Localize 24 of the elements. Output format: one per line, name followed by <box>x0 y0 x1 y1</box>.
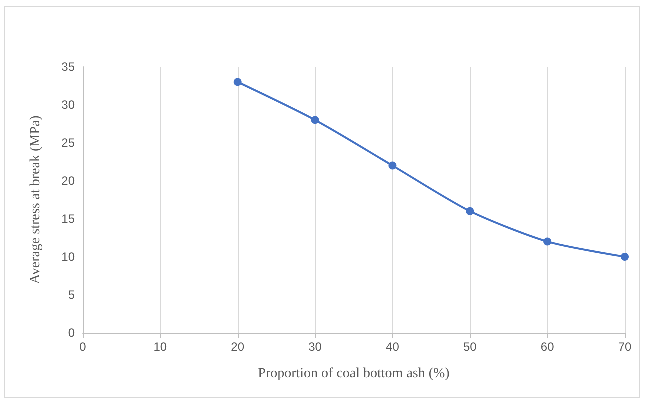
x-tick-label: 20 <box>231 340 245 354</box>
y-tick-label: 5 <box>68 288 76 302</box>
x-tick-label: 40 <box>386 340 400 354</box>
x-tick-label: 30 <box>308 340 322 354</box>
point <box>234 78 242 86</box>
x-axis-title: Proportion of coal bottom ash (%) <box>258 366 450 382</box>
y-tick-label: 15 <box>62 212 76 226</box>
x-tick-label: 60 <box>540 340 555 354</box>
y-tick-label: 25 <box>62 136 76 150</box>
point <box>466 207 474 216</box>
x-tick-label: 50 <box>463 340 478 354</box>
x-tick-label: 70 <box>618 340 632 354</box>
point <box>388 162 397 170</box>
point <box>544 238 552 246</box>
y-tick-label: 30 <box>62 98 76 112</box>
y-tick-label: 20 <box>62 174 76 188</box>
point <box>311 116 320 124</box>
y-axis-title: Average stress at break (MPa) <box>28 115 44 284</box>
y-tick-label: 10 <box>62 250 76 264</box>
y-tick-label: 35 <box>62 60 76 74</box>
x-tick-label: 0 <box>80 340 87 354</box>
x-tick-label: 10 <box>154 340 168 354</box>
point <box>621 253 629 261</box>
y-tick-label: 0 <box>68 326 76 340</box>
